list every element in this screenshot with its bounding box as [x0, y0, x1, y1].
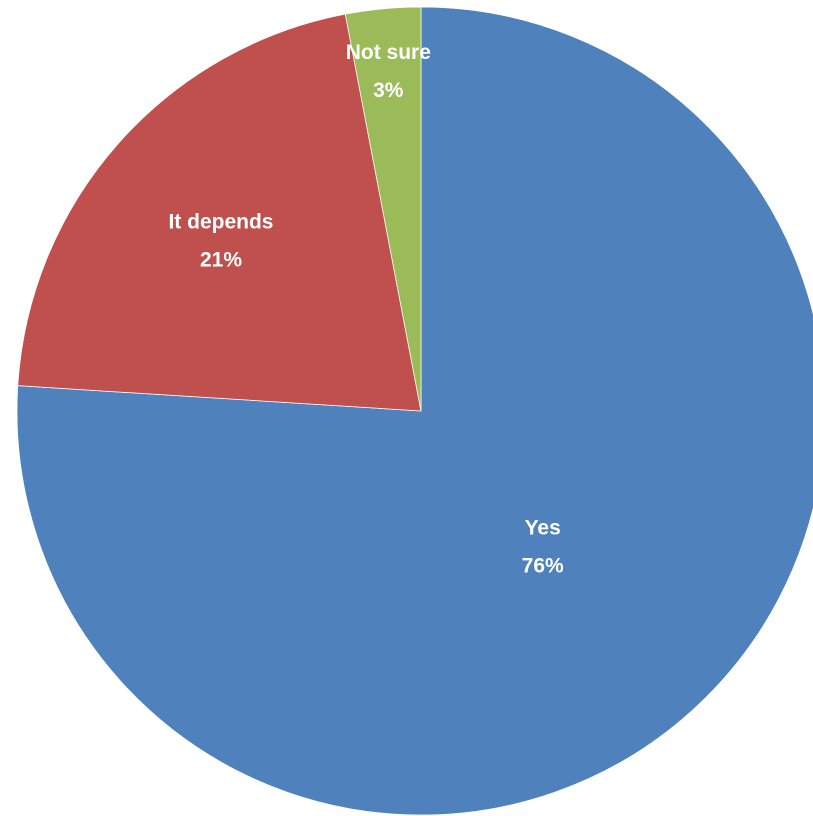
pie-slices	[16, 6, 813, 816]
slice-it-depends	[17, 13, 422, 412]
slice-percent-yes: 76%	[522, 555, 564, 578]
pie-labels: Yes 76% It depends 21% Not sure 3%	[168, 41, 564, 577]
slice-percent-it-depends: 21%	[200, 249, 242, 272]
slice-percent-not-sure: 3%	[373, 79, 404, 102]
slice-label-yes: Yes	[525, 517, 561, 540]
slice-label-not-sure: Not sure	[346, 41, 431, 64]
slice-label-it-depends: It depends	[168, 211, 273, 234]
slice-not-sure	[344, 6, 422, 412]
